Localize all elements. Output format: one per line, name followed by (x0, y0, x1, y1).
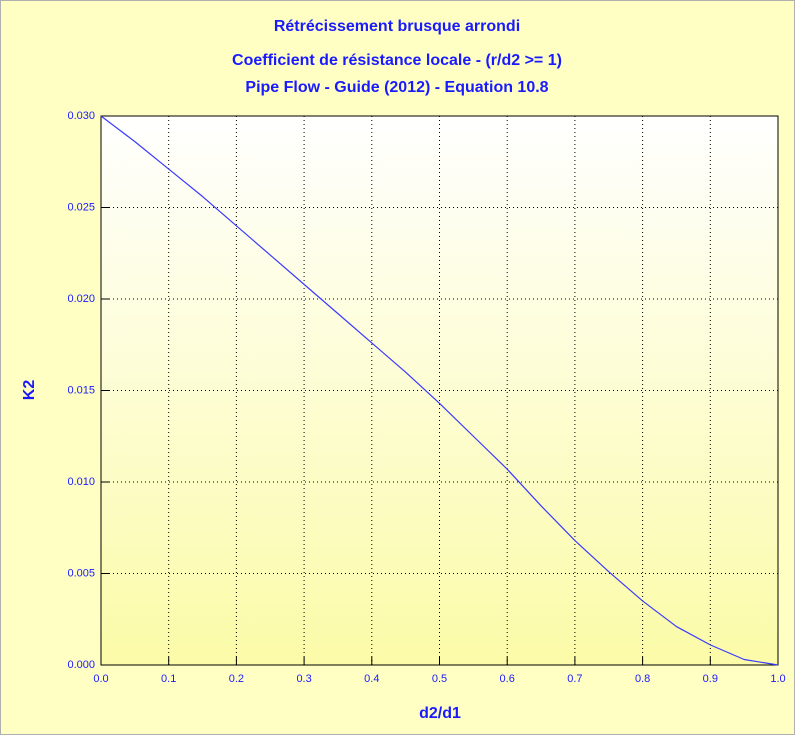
x-tick-label: 1.0 (770, 673, 785, 685)
chart-subtitle: Pipe Flow - Guide (2012) - Equation 10.8 (245, 79, 548, 96)
x-tick-label: 0.4 (364, 673, 379, 685)
y-tick-label: 0.030 (67, 110, 95, 122)
x-tick-label: 0.5 (432, 673, 447, 685)
x-tick-label: 0.3 (296, 673, 311, 685)
y-axis-label: K2 (21, 380, 38, 401)
y-tick-label: 0.025 (67, 201, 95, 213)
x-tick-label: 0.0 (93, 673, 108, 685)
chart-title: Rétrécissement brusque arrondi (274, 18, 520, 35)
y-tick-label: 0.020 (67, 293, 95, 305)
y-tick-label: 0.000 (67, 659, 95, 671)
y-tick-label: 0.015 (67, 384, 95, 396)
y-tick-label: 0.005 (67, 567, 95, 579)
x-tick-label: 0.8 (635, 673, 650, 685)
chart-subtitle: Coefficient de résistance locale - (r/d2… (232, 52, 562, 69)
x-tick-label: 0.9 (703, 673, 718, 685)
x-tick-label: 0.6 (500, 673, 515, 685)
line (100, 115, 779, 666)
x-axis-label: d2/d1 (419, 705, 461, 722)
x-tick-label: 0.1 (161, 673, 176, 685)
x-tick-label: 0.2 (229, 673, 244, 685)
x-tick-label: 0.7 (567, 673, 582, 685)
y-tick-label: 0.010 (67, 476, 95, 488)
plot-area (100, 115, 779, 666)
